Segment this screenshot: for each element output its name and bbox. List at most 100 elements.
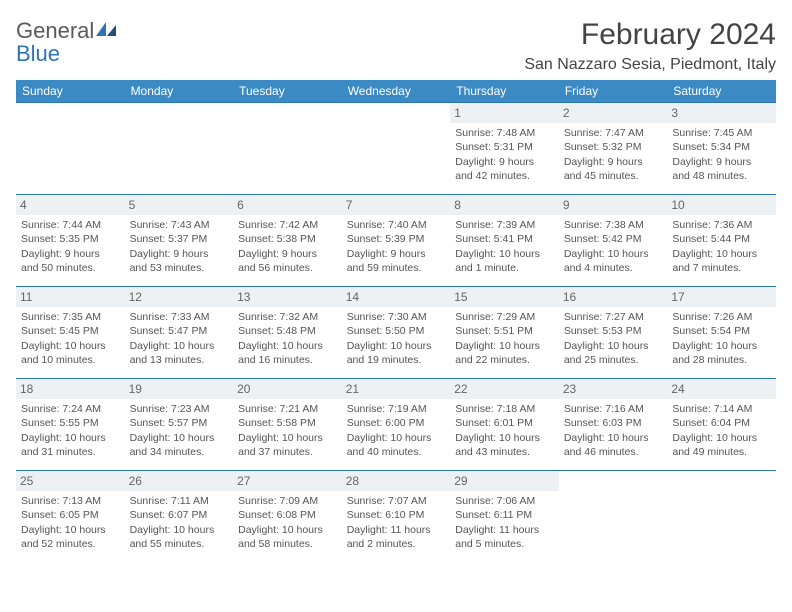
day-sunset: Sunset: 6:10 PM	[347, 508, 446, 522]
day-sunset: Sunset: 5:48 PM	[238, 324, 337, 338]
day-sunrise: Sunrise: 7:48 AM	[455, 126, 554, 140]
calendar-body: 1Sunrise: 7:48 AMSunset: 5:31 PMDaylight…	[16, 103, 776, 563]
day-day2: and 4 minutes.	[564, 261, 663, 275]
day-sunset: Sunset: 6:05 PM	[21, 508, 120, 522]
day-sunrise: Sunrise: 7:19 AM	[347, 402, 446, 416]
calendar-row: 18Sunrise: 7:24 AMSunset: 5:55 PMDayligh…	[16, 379, 776, 471]
calendar-cell: 13Sunrise: 7:32 AMSunset: 5:48 PMDayligh…	[233, 287, 342, 379]
day-sunrise: Sunrise: 7:06 AM	[455, 494, 554, 508]
day-sunset: Sunset: 5:47 PM	[130, 324, 229, 338]
calendar-cell: 2Sunrise: 7:47 AMSunset: 5:32 PMDaylight…	[559, 103, 668, 195]
calendar-cell: 27 Sunrise: 7:09 AMSunset: 6:08 PMDayligh…	[233, 471, 342, 563]
day-sunrise: Sunrise: 7:42 AM	[238, 218, 337, 232]
day-sunset: Sunset: 5:50 PM	[347, 324, 446, 338]
day-day2: and 59 minutes.	[347, 261, 446, 275]
day-sunrise: Sunrise: 7:32 AM	[238, 310, 337, 324]
calendar-cell: 20Sunrise: 7:21 AMSunset: 5:58 PMDayligh…	[233, 379, 342, 471]
calendar-cell	[233, 103, 342, 195]
day-sunset: Sunset: 5:38 PM	[238, 232, 337, 246]
calendar-cell	[559, 471, 668, 563]
day-sunset: Sunset: 5:51 PM	[455, 324, 554, 338]
day-day1: Daylight: 10 hours	[238, 523, 337, 537]
day-day2: and 22 minutes.	[455, 353, 554, 367]
day-number: 12	[125, 287, 234, 307]
day-day2: and 2 minutes.	[347, 537, 446, 551]
day-day1: Daylight: 10 hours	[672, 247, 771, 261]
day-number: 14	[342, 287, 451, 307]
day-day2: and 52 minutes.	[21, 537, 120, 551]
calendar-cell: 15Sunrise: 7:29 AMSunset: 5:51 PMDayligh…	[450, 287, 559, 379]
calendar-cell	[16, 103, 125, 195]
day-day2: and 37 minutes.	[238, 445, 337, 459]
day-sunrise: Sunrise: 7:44 AM	[21, 218, 120, 232]
day-number: 4	[16, 195, 125, 215]
day-number: 25	[16, 471, 125, 491]
day-sunset: Sunset: 6:11 PM	[455, 508, 554, 522]
calendar-cell: 14Sunrise: 7:30 AMSunset: 5:50 PMDayligh…	[342, 287, 451, 379]
location: San Nazzaro Sesia, Piedmont, Italy	[524, 56, 776, 74]
day-sunrise: Sunrise: 7:26 AM	[672, 310, 771, 324]
day-day2: and 42 minutes.	[455, 169, 554, 183]
day-day1: Daylight: 10 hours	[238, 431, 337, 445]
day-day1: Daylight: 10 hours	[238, 339, 337, 353]
day-sunset: Sunset: 5:35 PM	[21, 232, 120, 246]
day-sunrise: Sunrise: 7:16 AM	[564, 402, 663, 416]
header: General Blue February 2024 San Nazzaro S…	[16, 18, 776, 74]
day-day1: Daylight: 10 hours	[21, 339, 120, 353]
day-sunrise: Sunrise: 7:09 AM	[238, 494, 337, 508]
day-day2: and 1 minute.	[455, 261, 554, 275]
day-day2: and 49 minutes.	[672, 445, 771, 459]
day-sunrise: Sunrise: 7:11 AM	[130, 494, 229, 508]
day-day1: Daylight: 10 hours	[130, 523, 229, 537]
calendar-table: Sunday Monday Tuesday Wednesday Thursday…	[16, 80, 776, 563]
calendar-cell: 5Sunrise: 7:43 AMSunset: 5:37 PMDaylight…	[125, 195, 234, 287]
day-number: 6	[233, 195, 342, 215]
day-number: 9	[559, 195, 668, 215]
day-day2: and 5 minutes.	[455, 537, 554, 551]
day-day1: Daylight: 9 hours	[238, 247, 337, 261]
day-number: 17	[667, 287, 776, 307]
day-number: 27	[233, 471, 342, 491]
day-sunset: Sunset: 5:34 PM	[672, 140, 771, 154]
day-day1: Daylight: 10 hours	[564, 339, 663, 353]
logo: General Blue	[16, 18, 118, 66]
day-sunset: Sunset: 6:08 PM	[238, 508, 337, 522]
calendar-cell: 24Sunrise: 7:14 AMSunset: 6:04 PMDayligh…	[667, 379, 776, 471]
day-number: 21	[342, 379, 451, 399]
day-number: 18	[16, 379, 125, 399]
weekday-header: Thursday	[450, 80, 559, 103]
day-day1: Daylight: 10 hours	[347, 339, 446, 353]
day-sunrise: Sunrise: 7:36 AM	[672, 218, 771, 232]
day-number: 5	[125, 195, 234, 215]
day-sunrise: Sunrise: 7:29 AM	[455, 310, 554, 324]
day-sunset: Sunset: 6:07 PM	[130, 508, 229, 522]
calendar-page: General Blue February 2024 San Nazzaro S…	[0, 0, 792, 563]
calendar-cell: 29Sunrise: 7:06 AMSunset: 6:11 PMDayligh…	[450, 471, 559, 563]
calendar-cell: 3Sunrise: 7:45 AMSunset: 5:34 PMDaylight…	[667, 103, 776, 195]
day-day1: Daylight: 10 hours	[455, 247, 554, 261]
day-day1: Daylight: 10 hours	[455, 431, 554, 445]
day-sunset: Sunset: 6:00 PM	[347, 416, 446, 430]
day-number: 11	[16, 287, 125, 307]
day-day1: Daylight: 9 hours	[347, 247, 446, 261]
day-sunset: Sunset: 5:32 PM	[564, 140, 663, 154]
day-day1: Daylight: 10 hours	[130, 431, 229, 445]
calendar-cell: 12Sunrise: 7:33 AMSunset: 5:47 PMDayligh…	[125, 287, 234, 379]
weekday-header: Saturday	[667, 80, 776, 103]
day-day2: and 53 minutes.	[130, 261, 229, 275]
day-day1: Daylight: 9 hours	[455, 155, 554, 169]
day-sunrise: Sunrise: 7:33 AM	[130, 310, 229, 324]
calendar-cell	[125, 103, 234, 195]
day-number: 29	[450, 471, 559, 491]
day-day2: and 34 minutes.	[130, 445, 229, 459]
calendar-cell: 28Sunrise: 7:07 AMSunset: 6:10 PMDayligh…	[342, 471, 451, 563]
weekday-header: Friday	[559, 80, 668, 103]
day-sunrise: Sunrise: 7:47 AM	[564, 126, 663, 140]
day-sunset: Sunset: 5:44 PM	[672, 232, 771, 246]
day-number: 20	[233, 379, 342, 399]
day-day1: Daylight: 10 hours	[455, 339, 554, 353]
calendar-cell: 18Sunrise: 7:24 AMSunset: 5:55 PMDayligh…	[16, 379, 125, 471]
day-day2: and 43 minutes.	[455, 445, 554, 459]
day-number: 16	[559, 287, 668, 307]
calendar-cell: 21Sunrise: 7:19 AMSunset: 6:00 PMDayligh…	[342, 379, 451, 471]
